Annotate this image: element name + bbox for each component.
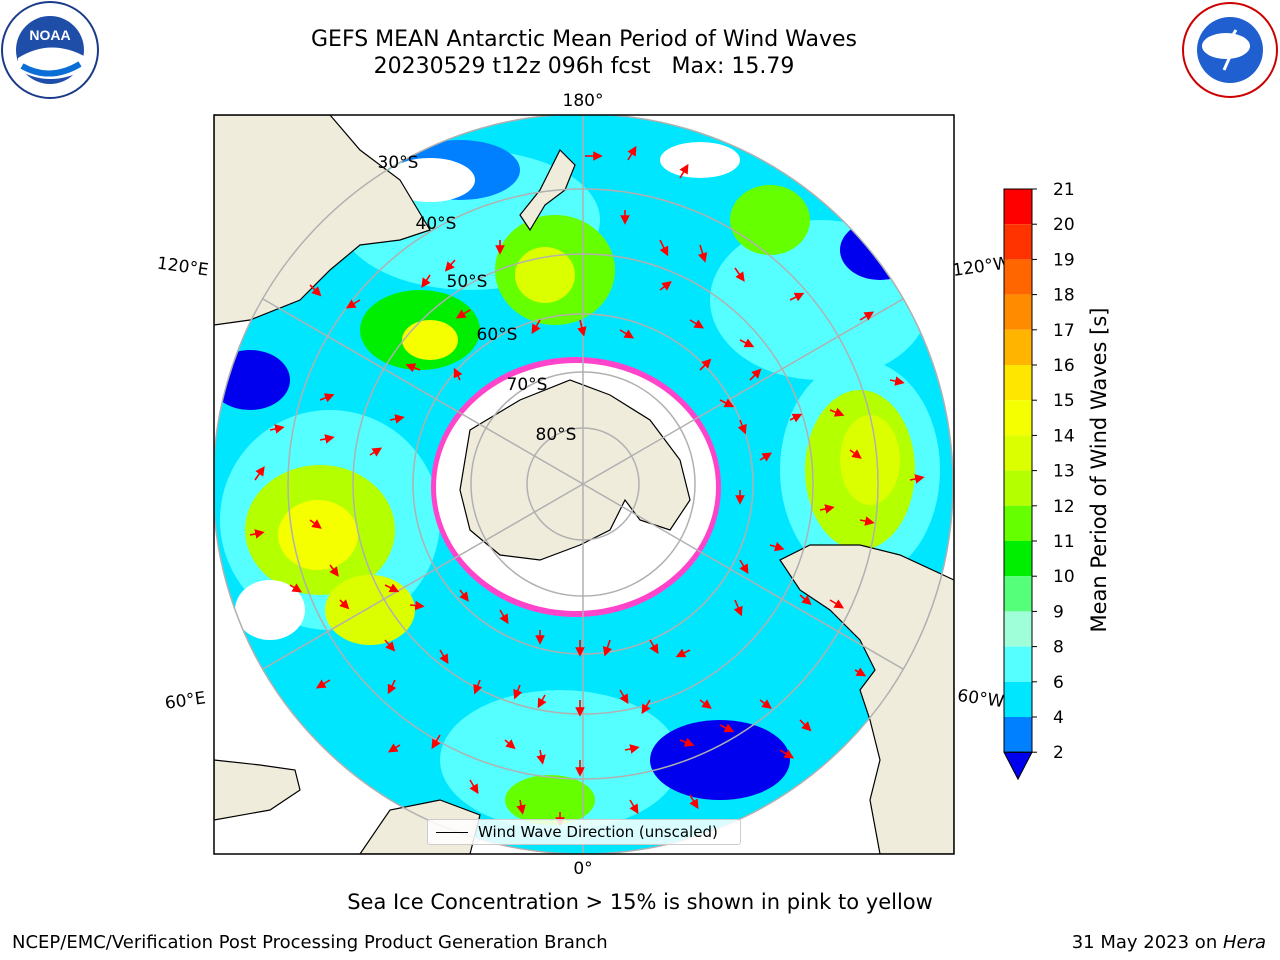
colorbar-band <box>1004 294 1032 330</box>
colorbar-band <box>1004 224 1032 260</box>
colorbar-tick-label: 18 <box>1053 286 1075 306</box>
colorbar-tick-label: 10 <box>1053 567 1075 587</box>
colorbar-band <box>1004 576 1032 612</box>
map-frame <box>213 114 955 855</box>
colorbar-tick-label: 17 <box>1053 321 1075 341</box>
lat-label-50s: 50°S <box>447 272 488 292</box>
noaa-logo-text: NOAA <box>29 27 70 43</box>
run-date: 31 May 2023 on <box>1071 932 1223 953</box>
colorbar-band <box>1004 400 1032 436</box>
colorbar-band <box>1004 259 1032 295</box>
lat-label-80s: 80°S <box>536 425 577 445</box>
colorbar-band <box>1004 646 1032 682</box>
colorbar-band <box>1004 189 1032 225</box>
lon-label-lower-right: 60°W <box>956 686 1005 712</box>
map-subtitle: 20230529 t12z 096h fcst Max: 15.79 <box>373 54 795 79</box>
lon-label-upper-left: 120°E <box>156 254 210 281</box>
producer-credit: NCEP/EMC/Verification Post Processing Pr… <box>12 932 608 953</box>
colorbar-tick-label: 4 <box>1053 708 1064 728</box>
colorbar-tick-label: 8 <box>1053 638 1064 658</box>
nws-logo <box>1182 2 1278 98</box>
legend-line-swatch <box>436 832 468 833</box>
colorbar-tick-label: 16 <box>1053 356 1075 376</box>
map-title: GEFS MEAN Antarctic Mean Period of Wind … <box>311 27 857 52</box>
colorbar-tick-label: 14 <box>1053 426 1075 446</box>
map-area <box>214 115 954 854</box>
colorbar-band <box>1004 470 1032 506</box>
colorbar-band <box>1004 435 1032 471</box>
lon-label-bottom: 0° <box>573 859 592 879</box>
lon-label-lower-left: 60°E <box>164 688 207 713</box>
run-date-credit: 31 May 2023 on Hera <box>1072 932 1266 953</box>
colorbar-extend-arrow <box>1003 751 1033 781</box>
colorbar-tick-label: 11 <box>1053 532 1075 552</box>
lat-label-70s: 70°S <box>507 375 548 395</box>
lat-label-40s: 40°S <box>416 214 457 234</box>
map-legend: Wind Wave Direction (unscaled) <box>427 819 741 845</box>
colorbar-band <box>1004 611 1032 647</box>
colorbar-band <box>1004 505 1032 541</box>
colorbar-band <box>1004 681 1032 717</box>
lat-label-60s: 60°S <box>477 325 518 345</box>
colorbar-tick-label: 9 <box>1053 602 1064 622</box>
colorbar-label: Mean Period of Wind Waves [s] <box>1087 307 1111 633</box>
colorbar-tick-label: 21 <box>1053 180 1075 200</box>
colorbar-tick-label: 2 <box>1053 743 1064 763</box>
noaa-logo: NOAA <box>1 1 99 99</box>
colorbar-band <box>1004 329 1032 365</box>
antarctica <box>431 357 721 617</box>
lon-label-top: 180° <box>563 91 604 111</box>
colorbar-band <box>1004 365 1032 401</box>
colorbar-tick-label: 13 <box>1053 462 1075 482</box>
wave-direction-arrows <box>249 145 925 827</box>
lon-label-upper-right: 120°W <box>951 253 1011 281</box>
machine-name: Hera <box>1222 932 1266 953</box>
colorbar-band <box>1004 541 1032 577</box>
colorbar-band <box>1004 717 1032 753</box>
colorbar-tick-label: 6 <box>1053 673 1064 693</box>
colorbar-tick-label: 15 <box>1053 391 1075 411</box>
colorbar-tick-label: 12 <box>1053 497 1075 517</box>
colorbar-tick-label: 19 <box>1053 250 1075 270</box>
colorbar-tick-label: 20 <box>1053 215 1075 235</box>
legend-label: Wind Wave Direction (unscaled) <box>478 823 718 841</box>
latitude-labels: 30°S 40°S 50°S 60°S 70°S 80°S <box>378 153 577 445</box>
lat-label-30s: 30°S <box>378 153 419 173</box>
colorbar: 21 20 19 18 17 16 15 14 13 12 11 10 9 8 6 4 2 <box>1003 180 1075 781</box>
sea-ice-note: Sea Ice Concentration > 15% is shown in … <box>347 890 933 914</box>
